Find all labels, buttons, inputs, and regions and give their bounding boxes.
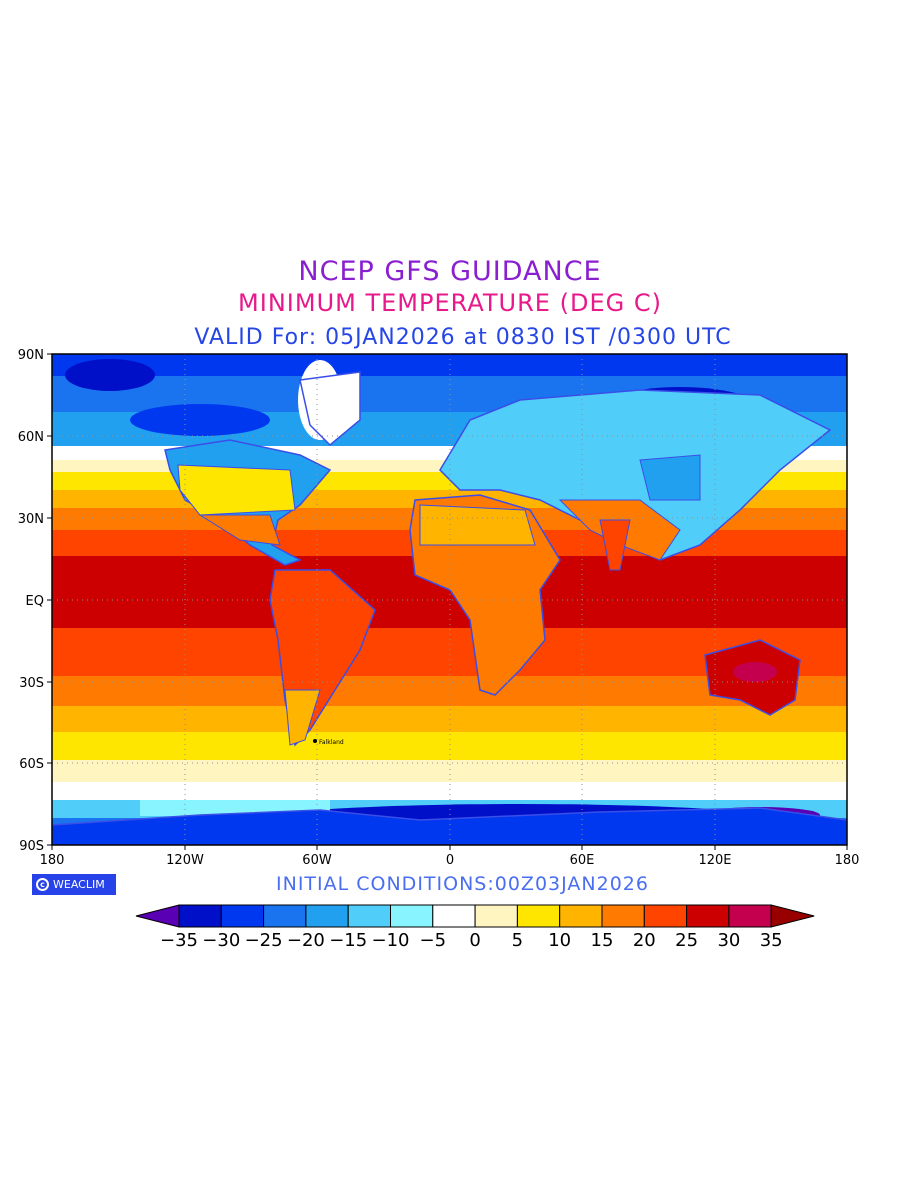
lon-label-120e: 120E [698, 853, 731, 868]
lon-label-60w: 60W [302, 853, 332, 868]
map-subtitle: MINIMUM TEMPERATURE (DEG C) [238, 289, 662, 317]
valid-time: VALID For: 05JAN2026 at 0830 IST /0300 U… [194, 325, 732, 350]
colorbar-swatch [728, 904, 772, 928]
initial-conditions: INITIAL CONDITIONS:00Z03JAN2026 [276, 873, 649, 895]
map-title: NCEP GFS GUIDANCE [298, 256, 602, 287]
colorbar-label: 5 [512, 930, 523, 951]
station-marker [313, 739, 317, 743]
lat-label-60n: 60N [18, 430, 44, 445]
colorbar-label: −15 [329, 930, 367, 951]
copyright-icon: c [36, 877, 49, 891]
colorbar-label: 20 [633, 930, 656, 951]
graticule [52, 354, 847, 845]
greenland [299, 371, 361, 447]
lon-label-120w: 120W [166, 853, 204, 868]
colorbar-swatch [474, 904, 518, 928]
colorbar-label: −35 [160, 930, 198, 951]
colorbar-swatch [643, 904, 688, 928]
lon-label-0: 0 [446, 853, 454, 868]
colorbar-swatch [263, 904, 307, 928]
colorbar-label: −5 [420, 930, 447, 951]
colorbar-label: 35 [760, 930, 783, 951]
axis-ticks [47, 353, 848, 850]
colorbar-swatch [686, 904, 730, 928]
colorbar-swatch [390, 904, 434, 928]
colorbar-label: 25 [675, 930, 698, 951]
colorbar-label: 15 [591, 930, 614, 951]
colorbar-label: −30 [202, 930, 240, 951]
colorbar-swatch [516, 904, 561, 928]
south-america [269, 569, 376, 747]
colorbar-swatch [220, 904, 265, 928]
colorbar-swatch [305, 904, 349, 928]
colorbar-label: −20 [287, 930, 325, 951]
antarctica [52, 807, 847, 845]
lat-label-eq: EQ [26, 594, 44, 609]
lat-label-90s: 90S [19, 839, 44, 854]
europe-asia [439, 389, 832, 571]
colorbar-label: −10 [372, 930, 410, 951]
station-label-falkland: Falkland [319, 739, 344, 746]
colorbar-swatch [601, 904, 645, 928]
lon-label-60e: 60E [570, 853, 595, 868]
lon-label-180e: 180 [835, 853, 860, 868]
north-america [164, 439, 332, 566]
lon-label-180w: 180 [40, 853, 65, 868]
colorbar-swatch [432, 904, 476, 928]
colorbar: −35 −30 −25 −20 −15 −10 −5 0 5 10 15 20 25 30 35 [135, 904, 815, 951]
colorbar-arrow-high [770, 904, 815, 928]
colorbar-arrow-low [135, 904, 180, 928]
colorbar-label: 30 [717, 930, 740, 951]
logo-text: WEACLIM [53, 878, 105, 891]
colorbar-swatch [559, 904, 603, 928]
colorbar-swatch [178, 904, 222, 928]
lat-label-30n: 30N [18, 512, 44, 527]
australia [704, 639, 801, 716]
colorbar-label: 0 [469, 930, 480, 951]
africa [409, 494, 561, 696]
map-field [52, 354, 847, 845]
colorbar-swatch [347, 904, 392, 928]
lat-label-30s: 30S [19, 676, 44, 691]
colorbar-label: 10 [548, 930, 571, 951]
lat-label-90n: 90N [18, 348, 44, 363]
colorbar-label: −25 [245, 930, 283, 951]
lat-label-60s: 60S [19, 757, 44, 772]
weaclim-logo: c WEACLIM [32, 874, 116, 895]
